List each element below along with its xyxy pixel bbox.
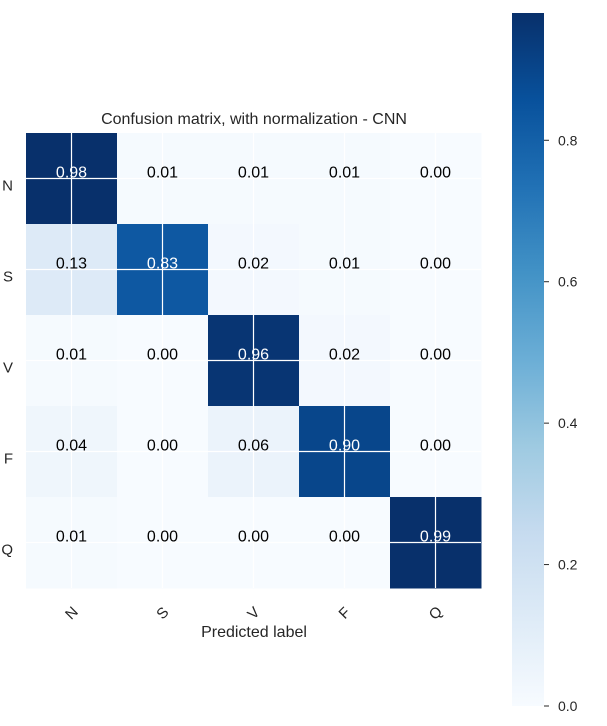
cell-value-label: 0.99	[420, 529, 451, 546]
cell-value-label: 0.01	[56, 529, 87, 546]
cell-value-label: 0.98	[56, 165, 87, 182]
cell-value-label: 0.01	[238, 165, 269, 182]
cell-value-label: 0.01	[56, 347, 87, 364]
y-tick-label: N	[2, 178, 13, 195]
y-tick-label: Q	[1, 542, 13, 559]
cell-value-label: 0.83	[147, 256, 178, 273]
colorbar-tick-label: 0.6	[558, 274, 578, 290]
x-tick-label: S	[153, 604, 172, 623]
cell-value-label: 0.00	[147, 529, 178, 546]
cell-value-label: 0.06	[238, 438, 269, 455]
cell-value-label: 0.01	[329, 165, 360, 182]
colorbar-tick-label: 0.0	[558, 698, 578, 714]
cell-value-label: 0.04	[56, 438, 87, 455]
x-tick-label: N	[62, 604, 82, 624]
cell-value-label: 0.00	[238, 529, 269, 546]
y-tick-label: V	[3, 360, 13, 377]
cell-value-label: 0.01	[147, 165, 178, 182]
x-axis-label: Predicted label	[201, 624, 307, 641]
y-tick-label: F	[4, 451, 13, 468]
cell-value-label: 0.00	[420, 256, 451, 273]
colorbar-tick-label: 0.4	[558, 415, 578, 431]
x-tick-label: F	[336, 604, 355, 623]
cell-value-label: 0.00	[329, 529, 360, 546]
colorbar-tick-label: 0.8	[558, 132, 578, 148]
cell-value-label: 0.13	[56, 256, 87, 273]
cell-value-label: 0.02	[238, 256, 269, 273]
x-tick-label: V	[244, 604, 263, 623]
chart-title: Confusion matrix, with normalization - C…	[101, 111, 407, 128]
cell-value-labels: 0.98 0.01 0.01 0.01 0.00 0.13 0.83 0.02 0.01 0.00…	[56, 165, 451, 546]
cell-value-label: 0.00	[147, 438, 178, 455]
cell-value-label: 0.00	[147, 347, 178, 364]
heatmap-gridlines	[26, 133, 481, 588]
cell-value-label: 0.00	[420, 347, 451, 364]
cell-value-label: 0.00	[420, 165, 451, 182]
colorbar	[512, 13, 544, 706]
y-tick-label: S	[3, 269, 13, 286]
cell-value-label: 0.02	[329, 347, 360, 364]
y-axis-tick-labels: N S V F Q	[1, 178, 13, 559]
cell-value-label: 0.01	[329, 256, 360, 273]
cell-value-label: 0.00	[420, 438, 451, 455]
cell-value-label: 0.90	[329, 438, 360, 455]
colorbar-tick-label: 0.2	[558, 557, 578, 573]
cell-value-label: 0.96	[238, 347, 269, 364]
colorbar-ticks: 0.0 0.2 0.4 0.6 0.8	[544, 132, 578, 714]
x-tick-label: Q	[426, 603, 446, 623]
